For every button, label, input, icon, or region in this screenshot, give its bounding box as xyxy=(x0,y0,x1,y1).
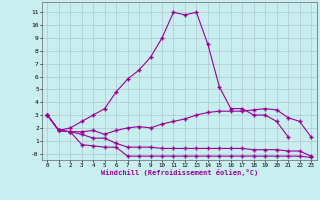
X-axis label: Windchill (Refroidissement éolien,°C): Windchill (Refroidissement éolien,°C) xyxy=(100,169,258,176)
